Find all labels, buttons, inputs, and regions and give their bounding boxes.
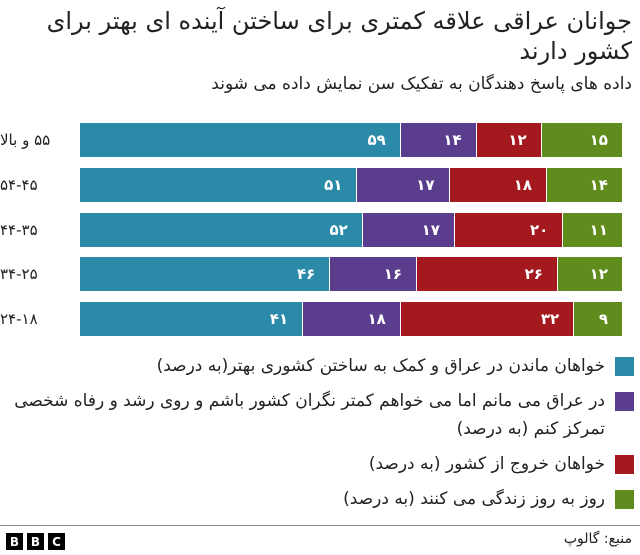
- footer-divider: [0, 525, 640, 526]
- bar-segment: ۴۱: [80, 302, 303, 336]
- bbc-logo: B B C: [6, 533, 65, 550]
- row-label: ۳۴-۲۵: [0, 265, 38, 283]
- legend-item: روز به روز زندگی می کنند (به درصد): [6, 485, 634, 513]
- bar-row: ۳۴-۲۵ ۴۶ ۱۶ ۲۶ ۱۲: [0, 257, 640, 291]
- bbc-logo-c: C: [48, 533, 65, 550]
- bar-segment: ۱۸: [448, 168, 547, 202]
- legend-swatch: [615, 357, 634, 376]
- legend-label: روز به روز زندگی می کنند (به درصد): [343, 489, 605, 509]
- legend-swatch: [615, 392, 634, 411]
- legend-item: خواهان ماندن در عراق و کمک به ساختن کشور…: [6, 352, 634, 380]
- bar-segment: ۵۲: [80, 213, 362, 247]
- legend-label: خواهان خروج از کشور (به درصد): [368, 454, 605, 474]
- stacked-bar: ۴۶ ۱۶ ۲۶ ۱۲: [80, 257, 622, 291]
- chart-title: جوانان عراقی علاقه کمتری برای ساختن آیند…: [46, 7, 632, 65]
- bar-segment: ۲۶: [416, 257, 557, 291]
- row-label: ۴۴-۳۵: [0, 221, 38, 239]
- legend-swatch: [615, 455, 634, 474]
- bar-segment: ۱۲: [556, 257, 622, 291]
- bar-row: ۴۴-۳۵ ۵۲ ۱۷ ۲۰ ۱۱: [0, 213, 640, 247]
- bar-segment: ۱۶: [329, 257, 417, 291]
- bar-segment: ۳۲: [399, 302, 574, 336]
- bar-row: ۵۴-۴۵ ۵۱ ۱۷ ۱۸ ۱۴: [0, 168, 640, 202]
- bar-segment: ۱۵: [540, 123, 622, 157]
- bar-segment: ۱۷: [361, 213, 454, 247]
- bar-segment: ۱۸: [302, 302, 400, 336]
- bbc-logo-b1: B: [6, 533, 23, 550]
- chart-subtitle: داده های پاسخ دهندگان به تفکیک سن نمایش …: [211, 74, 632, 94]
- row-label: ۵۵ و بالا: [0, 131, 51, 149]
- bar-row: ۵۵ و بالا ۵۹ ۱۴ ۱۲ ۱۵: [0, 123, 640, 157]
- bar-row: ۲۴-۱۸ ۴۱ ۱۸ ۳۲ ۹: [0, 302, 640, 336]
- source-label: منبع: گالوپ: [563, 531, 632, 547]
- bar-segment: ۱۲: [475, 123, 541, 157]
- bar-segment: ۹: [573, 302, 622, 336]
- stacked-bar: ۵۹ ۱۴ ۱۲ ۱۵: [80, 123, 622, 157]
- bar-segment: ۱۱: [562, 213, 622, 247]
- stacked-bar: ۵۱ ۱۷ ۱۸ ۱۴: [80, 168, 622, 202]
- bar-segment: ۵۱: [80, 168, 357, 202]
- bar-segment: ۱۴: [546, 168, 622, 202]
- legend-swatch: [615, 490, 634, 509]
- row-label: ۲۴-۱۸: [0, 310, 38, 328]
- legend-label: خواهان ماندن در عراق و کمک به ساختن کشور…: [156, 356, 605, 376]
- legend-item: خواهان خروج از کشور (به درصد): [6, 450, 634, 478]
- bar-segment: ۴۶: [80, 257, 330, 291]
- row-label: ۵۴-۴۵: [0, 176, 38, 194]
- stacked-bar: ۴۱ ۱۸ ۳۲ ۹: [80, 302, 622, 336]
- stacked-bar: ۵۲ ۱۷ ۲۰ ۱۱: [80, 213, 622, 247]
- legend-item: در عراق می مانم اما می خواهم کمتر نگران …: [6, 387, 634, 443]
- bbc-logo-b2: B: [27, 533, 44, 550]
- bar-segment: ۲۰: [453, 213, 563, 247]
- bar-segment: ۱۷: [356, 168, 449, 202]
- legend-label: در عراق می مانم اما می خواهم کمتر نگران …: [14, 391, 605, 439]
- bar-segment: ۵۹: [80, 123, 400, 157]
- bar-segment: ۱۴: [399, 123, 476, 157]
